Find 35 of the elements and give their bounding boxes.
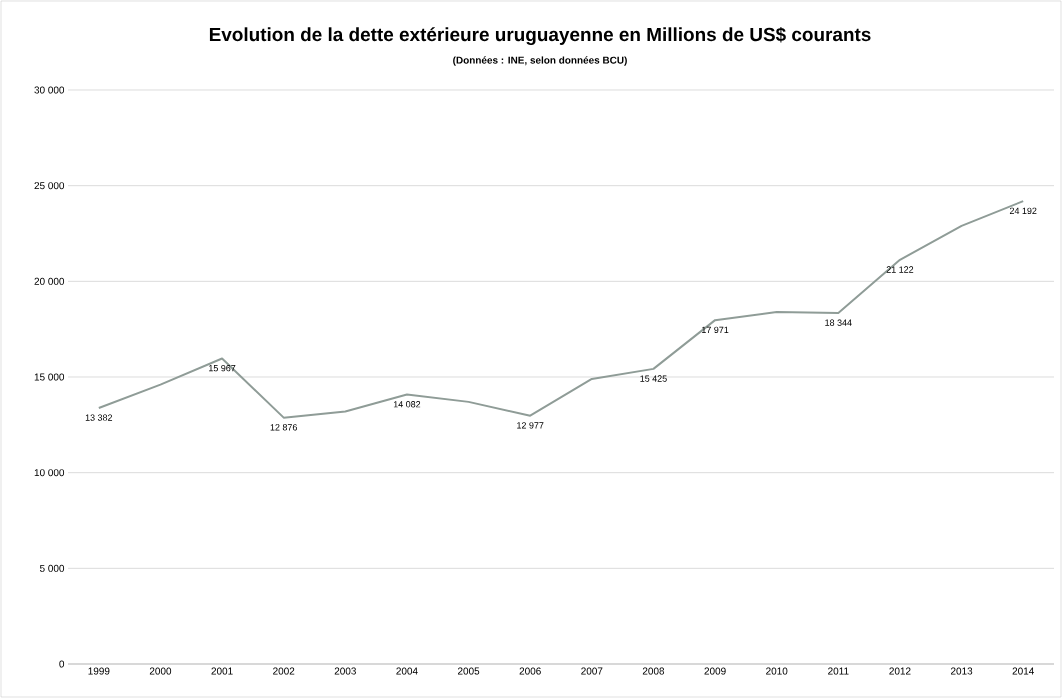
x-tick-label: 2013 [950, 667, 973, 675]
y-tick-label: 10 000 [34, 469, 65, 477]
data-label: 13 382 [85, 414, 113, 421]
y-tick-label: 20 000 [34, 277, 65, 285]
x-tick-label: 2005 [457, 667, 480, 675]
data-label: 12 977 [517, 422, 544, 429]
x-tick-label: 2008 [642, 667, 665, 675]
data-label: 17 971 [702, 326, 729, 334]
data-label: 14 082 [393, 401, 421, 408]
data-label: 18 344 [825, 319, 852, 326]
y-tick-label: 25 000 [34, 182, 65, 190]
data-label: 15 967 [209, 365, 236, 372]
x-tick-label: 2003 [334, 667, 356, 675]
x-tick-label: 2007 [581, 667, 603, 675]
x-tick-label: 2002 [273, 667, 295, 675]
x-tick-label: 2006 [519, 667, 541, 675]
data-label: 21 122 [886, 266, 914, 273]
y-tick-label: 5 000 [39, 564, 65, 572]
chart-subtitle: (Données : INE, selon données BCU) [453, 56, 627, 66]
data-label: 12 876 [270, 424, 297, 431]
y-tick-label: 30 000 [34, 86, 65, 94]
x-tick-label: 2000 [149, 667, 172, 675]
data-label: 24 192 [1009, 207, 1037, 214]
y-tick-label: 15 000 [34, 373, 65, 381]
x-tick-label: 2004 [396, 667, 418, 675]
x-tick-label: 2010 [766, 667, 788, 675]
x-tick-label: 2009 [704, 667, 726, 675]
chart-title: Evolution de la dette extérieure uruguayenne en Millions de US$ courants [209, 26, 871, 46]
data-label: 15 425 [640, 375, 667, 382]
x-tick-label: 2001 [211, 667, 233, 675]
x-tick-label: 2014 [1012, 667, 1034, 675]
y-tick-label: 0 [59, 660, 65, 668]
x-tick-label: 2011 [828, 667, 849, 675]
x-tick-label: 1999 [88, 667, 110, 675]
x-tick-label: 2012 [889, 667, 911, 675]
